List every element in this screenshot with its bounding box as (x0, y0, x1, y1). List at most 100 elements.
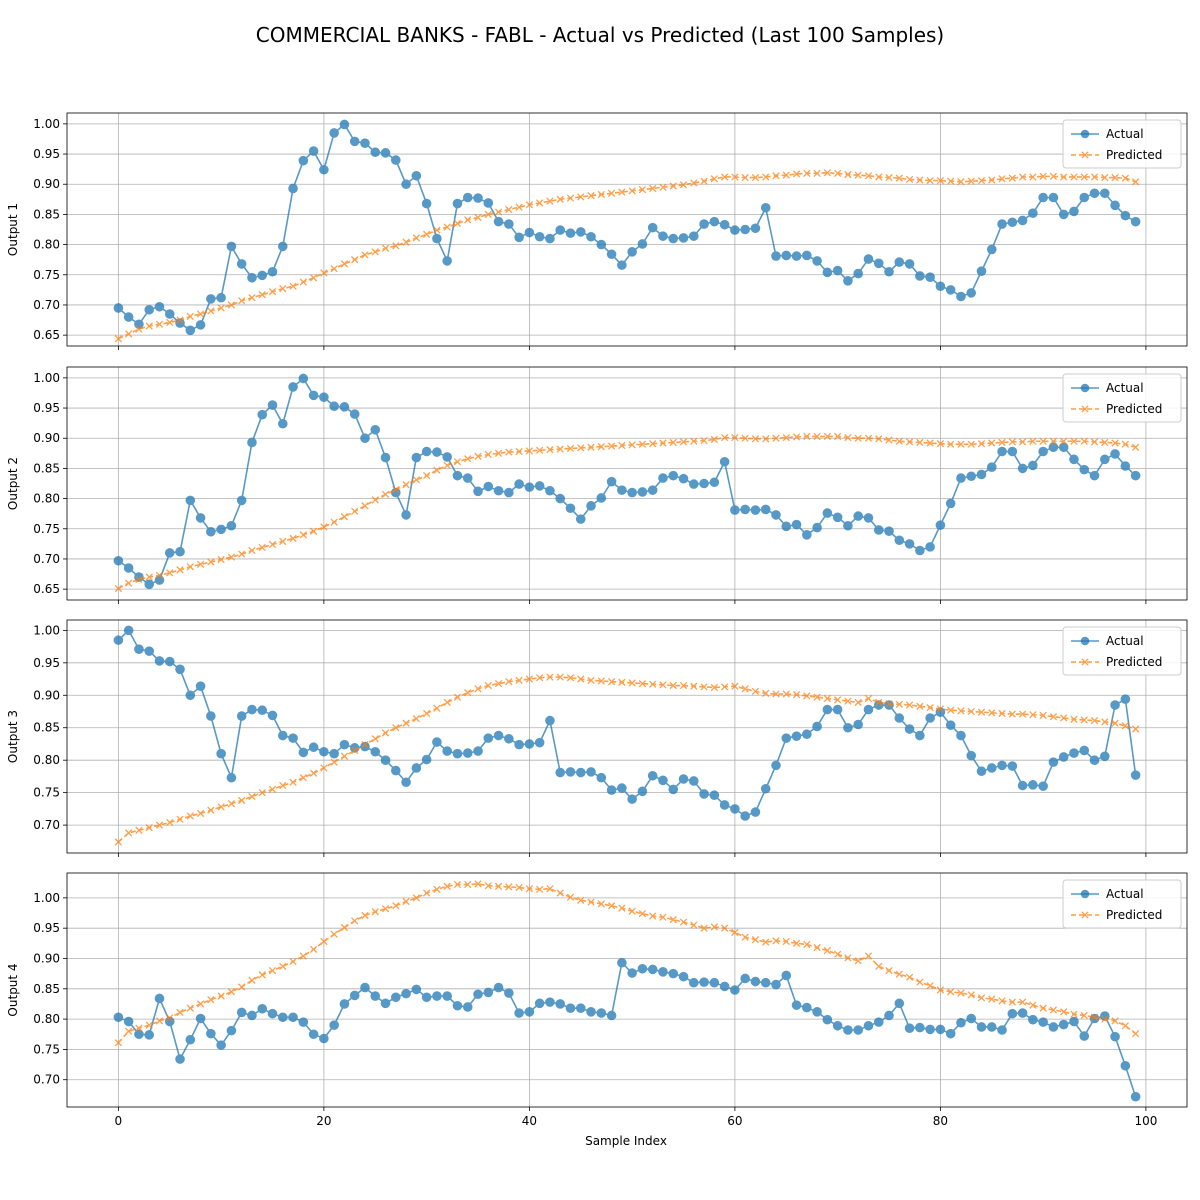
actual-point (175, 318, 185, 328)
actual-point (483, 198, 494, 208)
actual-point (319, 746, 329, 757)
predicted-point (238, 796, 246, 805)
actual-point (1079, 464, 1090, 475)
actual-point (391, 765, 401, 776)
actual-point (1048, 192, 1059, 203)
actual-point (1130, 470, 1141, 481)
actual-point (545, 233, 555, 244)
actual-point (750, 976, 761, 987)
predicted-point (690, 921, 698, 929)
predicted-point (238, 983, 246, 991)
predicted-point (1121, 174, 1130, 182)
actual-point (545, 715, 555, 726)
actual-point (812, 522, 822, 533)
predicted-point (299, 952, 307, 960)
actual-point (1038, 192, 1048, 203)
predicted-point (299, 278, 307, 286)
legend-box (1062, 373, 1182, 423)
actual-point (863, 1020, 874, 1031)
actual-point (925, 272, 935, 282)
actual-point (1038, 446, 1048, 457)
predicted-point (844, 433, 852, 442)
actual-point (915, 730, 925, 741)
predicted-point (731, 173, 739, 181)
predicted-point (371, 735, 379, 743)
predicted-point (803, 940, 811, 949)
predicted-point (556, 195, 564, 203)
predicted-point (638, 909, 647, 918)
predicted-point (402, 719, 410, 727)
y-tick-label: 0.75 (33, 268, 60, 282)
actual-point (1089, 755, 1100, 765)
actual-point (1058, 752, 1069, 762)
actual-point (493, 982, 504, 993)
actual-point (617, 957, 627, 968)
predicted-point (967, 707, 975, 716)
predicted-point (864, 952, 873, 960)
predicted-point (381, 905, 390, 913)
predicted-point (741, 933, 749, 941)
actual-point (154, 575, 165, 585)
predicted-point (1111, 173, 1119, 182)
predicted-point (895, 970, 903, 978)
actual-point (308, 742, 319, 753)
actual-point (791, 1000, 802, 1010)
actual-point (565, 503, 576, 514)
actual-point (1089, 188, 1100, 199)
actual-point (473, 486, 483, 497)
actual-point (257, 1003, 268, 1014)
predicted-point (155, 571, 164, 579)
actual-point (976, 766, 987, 777)
actual-point (514, 739, 524, 750)
actual-point (360, 433, 370, 444)
predicted-point (926, 439, 934, 447)
y-tick-label: 0.70 (33, 1073, 60, 1087)
predicted-point (905, 438, 914, 446)
predicted-point (936, 176, 945, 185)
predicted-point (258, 971, 266, 979)
actual-point (771, 510, 781, 520)
predicted-point (813, 693, 821, 701)
predicted-point (844, 170, 852, 179)
predicted-point (320, 764, 328, 772)
actual-point (853, 719, 863, 730)
predicted-point (515, 883, 523, 892)
predicted-point (402, 481, 410, 489)
predicted-point (484, 210, 492, 219)
predicted-point (207, 996, 215, 1004)
predicted-point (628, 907, 636, 915)
actual-point (1120, 694, 1131, 704)
predicted-point (546, 885, 554, 893)
y-axis-label: Output 2 (6, 457, 20, 510)
predicted-point (494, 208, 503, 216)
predicted-point (762, 173, 770, 181)
x-tick-label: 80 (933, 1114, 948, 1128)
actual-point (144, 646, 155, 656)
predicted-point (720, 683, 729, 691)
predicted-point (484, 882, 492, 890)
predicted-point (227, 301, 236, 309)
predicted-point (669, 438, 677, 447)
actual-point (730, 505, 740, 515)
predicted-point (556, 889, 564, 897)
actual-point (401, 988, 411, 999)
actual-point (534, 481, 545, 491)
actual-point (195, 320, 206, 330)
predicted-point (1111, 439, 1119, 447)
actual-point (247, 704, 257, 715)
actual-point (853, 1025, 863, 1035)
predicted-point (238, 297, 246, 305)
predicted-point (947, 177, 955, 185)
predicted-point (135, 575, 143, 584)
predicted-point (248, 792, 256, 801)
legend-predicted-marker (1081, 658, 1089, 666)
legend-predicted-label: Predicted (1106, 655, 1162, 669)
actual-point (1007, 217, 1018, 228)
predicted-point (289, 282, 297, 290)
actual-point (432, 737, 442, 747)
actual-point (329, 1020, 339, 1030)
predicted-point (957, 440, 965, 448)
predicted-point (176, 566, 184, 574)
predicted-point (114, 584, 123, 593)
predicted-point (176, 316, 184, 324)
